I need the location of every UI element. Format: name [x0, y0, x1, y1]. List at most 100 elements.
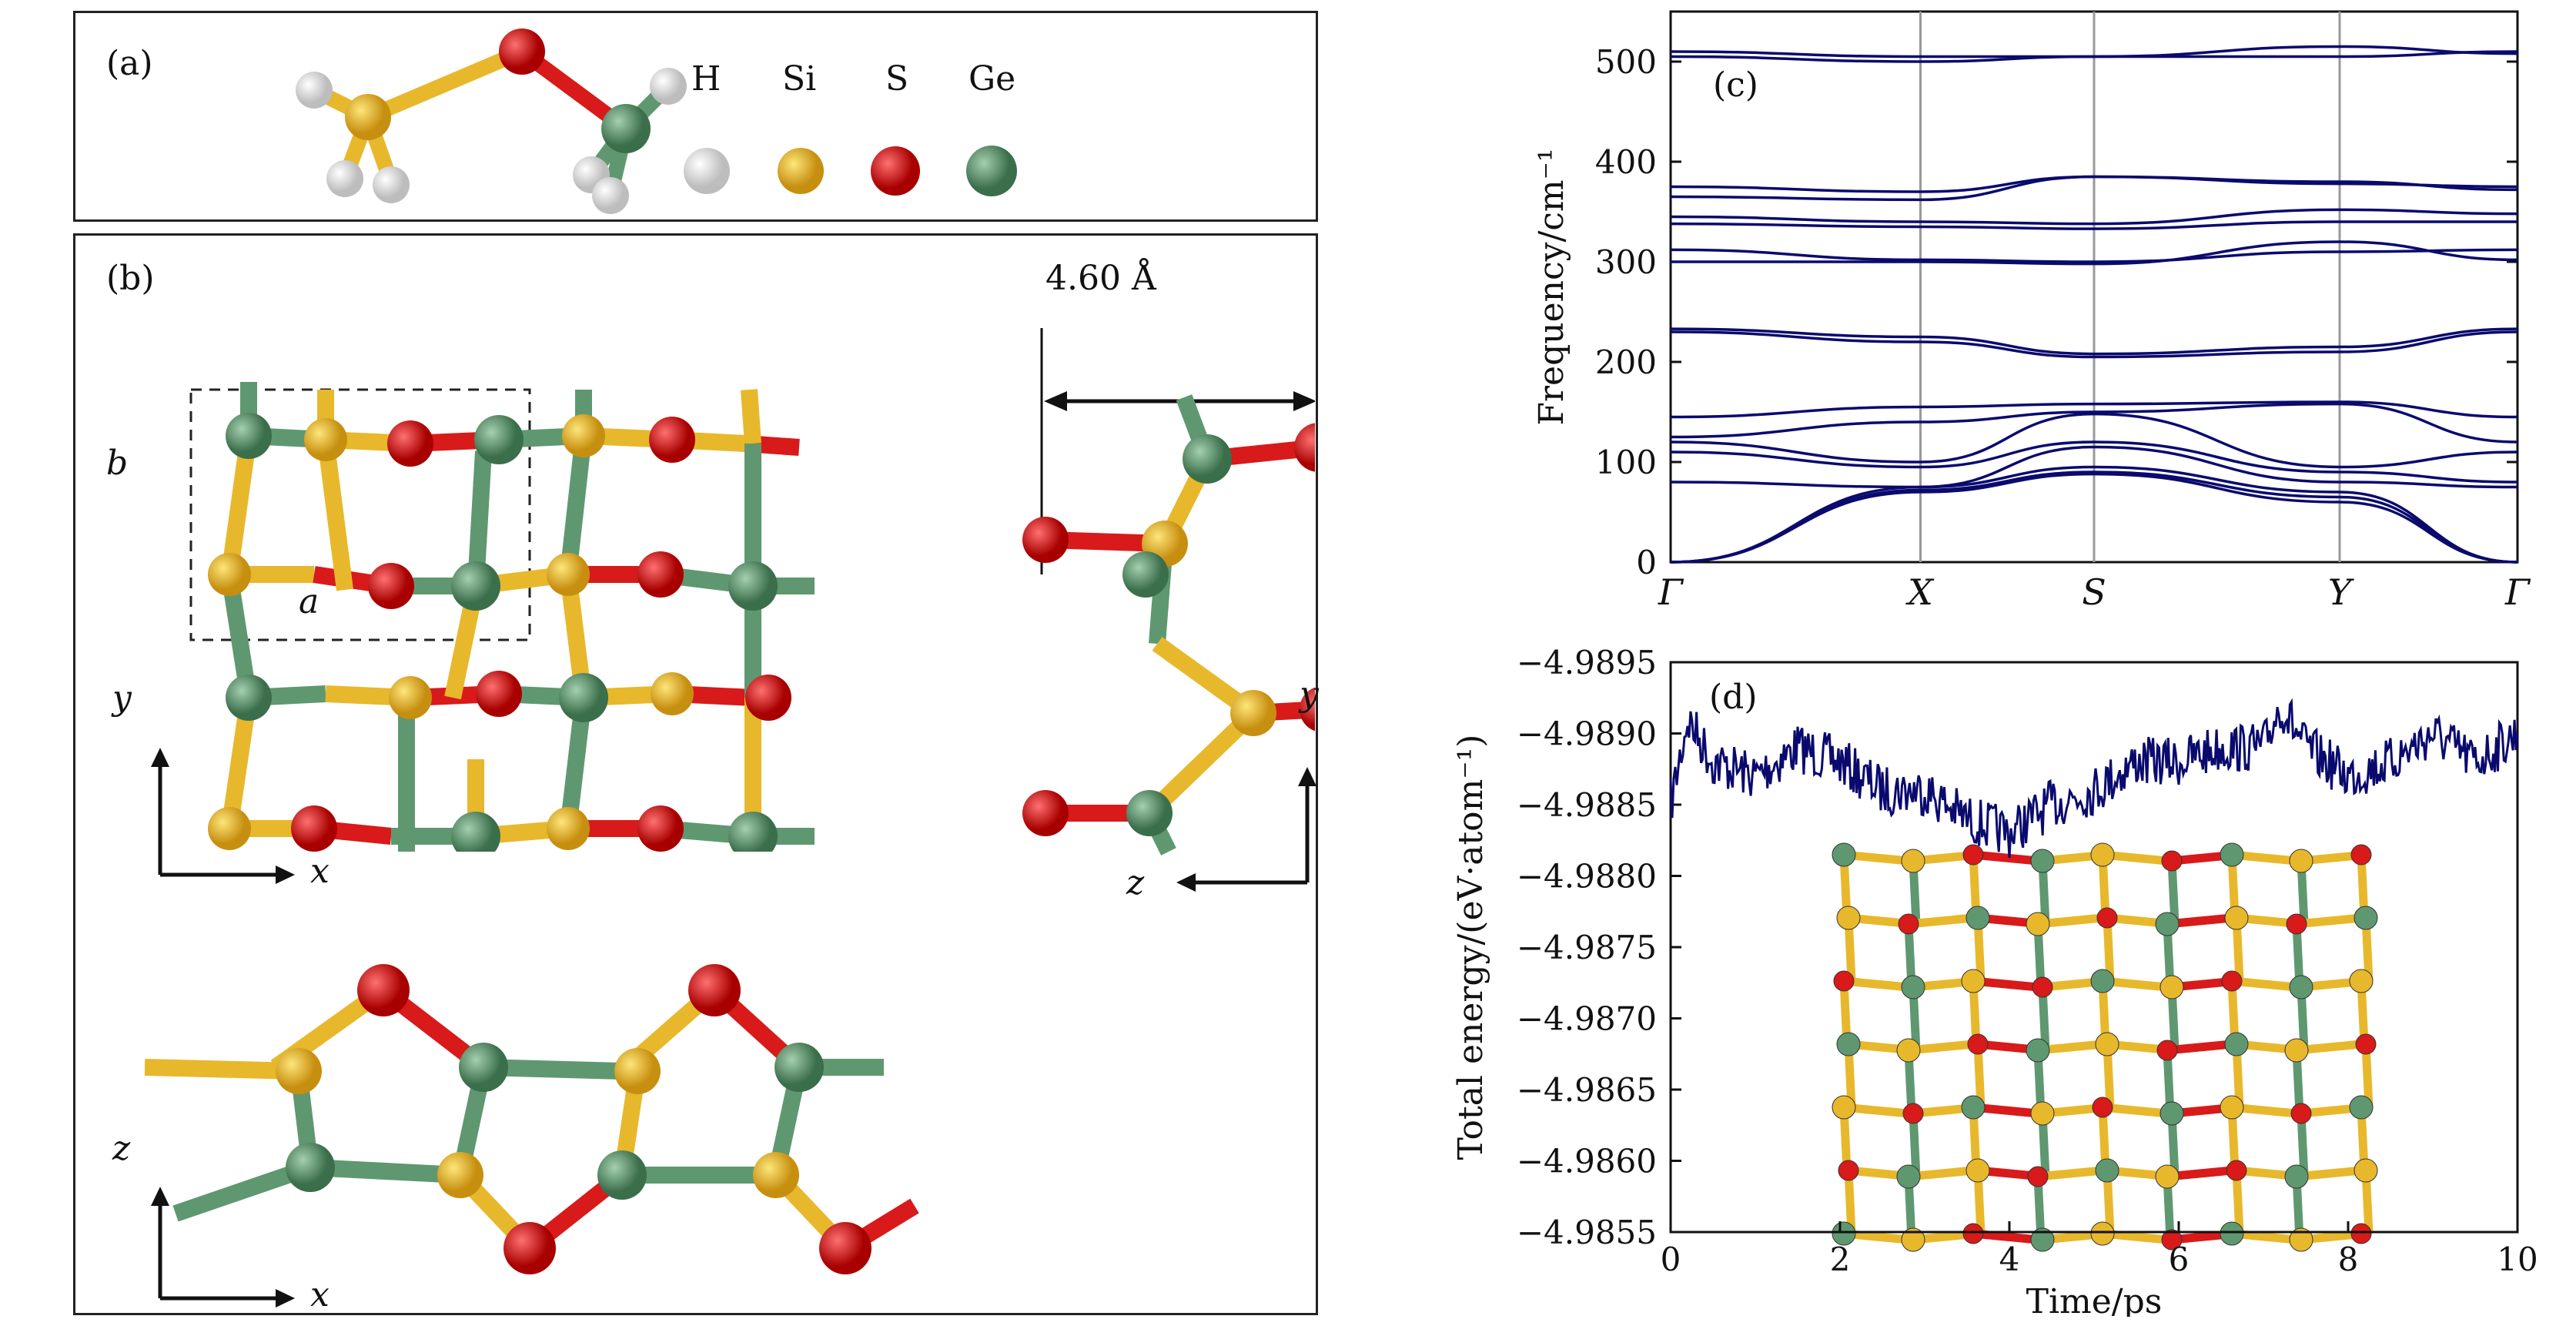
inset-atom — [2224, 906, 2249, 930]
phonon-band-13 — [1670, 440, 2518, 484]
inset-atom — [2030, 849, 2055, 873]
inset-atom — [2354, 1158, 2378, 1183]
y-tick-label: −4.9890 — [1517, 715, 1657, 753]
inset-atom — [1901, 1227, 1925, 1252]
phonon-band-14 — [1670, 445, 2518, 489]
inset-bond — [2038, 986, 2050, 1051]
inset-atom — [1833, 970, 1855, 992]
inset-atom — [1901, 975, 1925, 1000]
inset-atom — [1838, 1160, 1859, 1181]
x-tick-label: Y — [2328, 571, 2355, 613]
molecule-diagram — [296, 28, 687, 214]
legend-dot-s — [871, 146, 920, 196]
phonon-band-7 — [1671, 240, 2518, 266]
phonon-band-17 — [1670, 472, 2518, 564]
inset-atom — [2220, 842, 2244, 867]
panel-b-label: (b) — [106, 259, 155, 298]
inset-atom — [2090, 969, 2115, 993]
inset-bond — [1909, 1113, 1921, 1177]
inset-atom — [2161, 1229, 2183, 1251]
axis-x-top-left: x — [310, 852, 330, 891]
inset-atom — [1836, 1032, 1861, 1056]
y-axis-label: Total energy/(eV·atom⁻¹) — [1451, 735, 1490, 1160]
inset-atom — [2289, 1227, 2313, 1252]
axis-z-bottom: z — [112, 1129, 131, 1168]
inset-bond — [1972, 850, 2039, 866]
x-tick-label: 2 — [1830, 1241, 1851, 1278]
inset-bond — [2166, 1040, 2233, 1055]
inset-atom — [2224, 1032, 2249, 1056]
panel-c-label: (c) — [1713, 65, 1758, 105]
inset-atom — [2090, 1221, 2115, 1246]
legend-label-ge: Ge — [969, 59, 1016, 99]
inset-atom — [1962, 844, 1984, 866]
inset-atom — [1901, 849, 1925, 873]
inset-atom — [2155, 912, 2180, 936]
inset-bond — [2231, 976, 2297, 992]
lattice-bottom-view — [145, 964, 919, 1274]
phonon-band-5 — [1670, 220, 2517, 230]
x-tick-label: Γ — [2504, 571, 2531, 613]
legend-dot-h — [684, 148, 730, 194]
phonon-band-6 — [1670, 248, 2518, 263]
inset-bond — [2167, 860, 2180, 925]
legend-label-h: H — [691, 59, 721, 99]
x-tick-label: 0 — [1661, 1241, 1681, 1278]
inset-atom — [1965, 906, 1990, 930]
inset-atom — [2286, 913, 2307, 935]
inset-bond — [2037, 1166, 2103, 1181]
y-tick-label: −4.9875 — [1517, 929, 1657, 966]
phonon-band-8 — [1670, 327, 2518, 356]
md-snapshot-inset — [1832, 842, 2378, 1252]
axis-z-top-right: z — [1126, 863, 1145, 902]
y-tick-label: −4.9870 — [1517, 1000, 1657, 1038]
inset-atom — [2027, 1166, 2049, 1187]
phonon-band-10 — [1670, 400, 2518, 419]
inset-atom — [2159, 975, 2184, 1000]
y-tick-label: 300 — [1595, 243, 1657, 281]
energy-trace — [1669, 698, 2519, 859]
inset-atom — [2289, 975, 2313, 1000]
inset-atom — [2156, 1040, 2178, 1061]
inset-atom — [1965, 1158, 1990, 1183]
inset-atom — [2092, 1097, 2113, 1118]
inset-bond — [1972, 1229, 2039, 1244]
inset-atom — [2095, 1158, 2119, 1183]
inset-atom — [1962, 1223, 1984, 1244]
inset-atom — [2220, 1095, 2244, 1120]
phonon-band-11 — [1670, 402, 2518, 444]
inset-atom — [1902, 1103, 1924, 1124]
inset-atom — [2350, 844, 2372, 866]
legend-label-si: Si — [782, 59, 817, 99]
legend-label-s: S — [885, 59, 909, 99]
inset-atom — [2096, 907, 2118, 929]
x-tick-label: Γ — [1658, 571, 1684, 613]
inset-atom — [1832, 842, 1856, 867]
x-tick-label: S — [2082, 571, 2106, 613]
inset-atom — [1967, 1033, 1989, 1055]
axis-x-bottom: x — [310, 1275, 330, 1314]
x-axis-label: Time/ps — [2026, 1282, 2163, 1317]
inset-atom — [2030, 1227, 2055, 1252]
inset-atom — [2155, 1164, 2180, 1189]
phonon-band-4 — [1670, 208, 2518, 226]
x-tick-label: 6 — [2169, 1241, 2190, 1278]
inset-atom — [2026, 912, 2050, 936]
lattice-top-view — [189, 382, 815, 852]
inset-atom — [2026, 1038, 2050, 1063]
inset-atom — [1896, 1038, 1921, 1063]
inset-bond — [1973, 1043, 1986, 1108]
legend-dot-si — [778, 148, 824, 194]
panel-a: (a) H Si S Ge — [73, 11, 1318, 222]
inset-atom — [2284, 1038, 2309, 1063]
panel-d-label: (d) — [1709, 678, 1758, 717]
inset-bond — [1908, 913, 1974, 929]
inset-bond — [2296, 913, 2362, 929]
inset-atom — [2290, 1103, 2312, 1124]
inset-atom — [2161, 850, 2183, 872]
phonon-band-3 — [1670, 175, 2518, 202]
inset-atom — [2226, 1160, 2247, 1181]
inset-atom — [2350, 1223, 2372, 1244]
inset-atom — [2159, 1101, 2184, 1126]
inset-bond — [2232, 1170, 2244, 1234]
